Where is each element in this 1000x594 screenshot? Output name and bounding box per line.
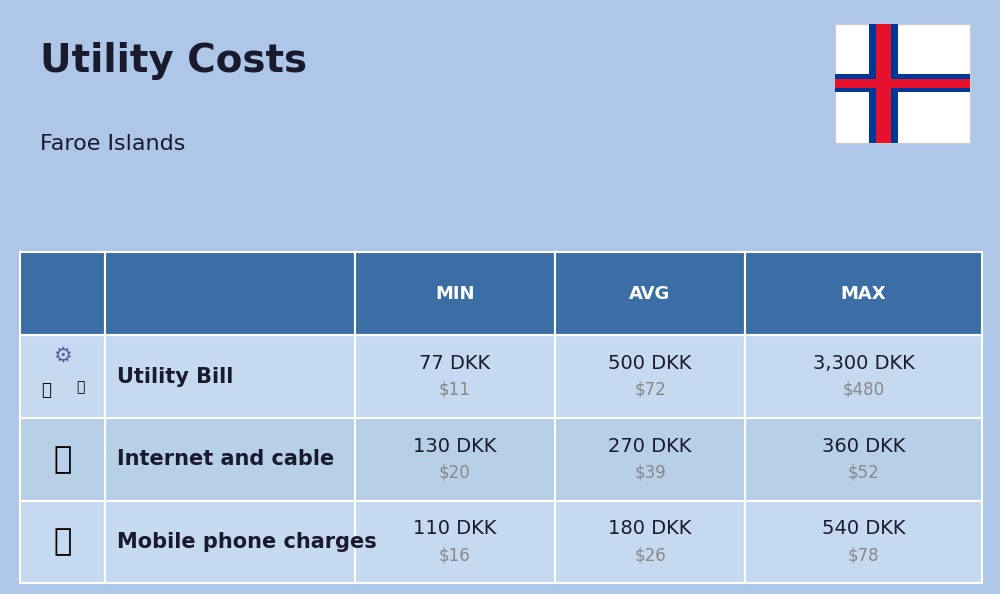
Bar (105, 418, 355, 501)
Bar (745, 252, 982, 335)
Text: 180 DKK: 180 DKK (608, 519, 692, 538)
Bar (20, 501, 105, 583)
Text: $72: $72 (634, 381, 666, 399)
Bar (355, 335, 555, 418)
Bar (835, 79, 970, 87)
Bar (876, 24, 891, 143)
Text: $78: $78 (848, 546, 879, 564)
Text: $52: $52 (848, 463, 879, 481)
Bar (835, 74, 970, 92)
Bar (745, 335, 982, 418)
Bar (105, 335, 355, 418)
Bar (745, 501, 982, 583)
Text: 130 DKK: 130 DKK (413, 437, 497, 456)
Text: $20: $20 (439, 463, 471, 481)
Text: 540 DKK: 540 DKK (822, 519, 905, 538)
Bar (835, 24, 970, 143)
Bar (20, 335, 105, 418)
Bar (105, 501, 355, 583)
Text: Utility Costs: Utility Costs (40, 42, 307, 80)
Bar (555, 335, 745, 418)
Bar (20, 252, 105, 335)
Bar (20, 418, 105, 501)
Bar (869, 24, 898, 143)
Bar (555, 501, 745, 583)
Bar (555, 252, 745, 335)
Bar (355, 252, 555, 335)
Text: 110 DKK: 110 DKK (413, 519, 497, 538)
Bar (105, 252, 355, 335)
Text: $16: $16 (439, 546, 471, 564)
Text: MAX: MAX (841, 285, 886, 303)
Text: $480: $480 (842, 381, 885, 399)
Text: 500 DKK: 500 DKK (608, 354, 692, 373)
Text: 77 DKK: 77 DKK (419, 354, 491, 373)
Text: Utility Bill: Utility Bill (117, 366, 233, 387)
Text: $39: $39 (634, 463, 666, 481)
Bar (555, 418, 745, 501)
Bar (745, 418, 982, 501)
Text: 🌐: 🌐 (53, 445, 72, 474)
Text: 🚿: 🚿 (76, 380, 85, 394)
Text: $11: $11 (439, 381, 471, 399)
Text: AVG: AVG (629, 285, 671, 303)
Text: 360 DKK: 360 DKK (822, 437, 905, 456)
Bar (355, 501, 555, 583)
Text: 📱: 📱 (53, 527, 72, 557)
Bar (355, 418, 555, 501)
Text: $26: $26 (634, 546, 666, 564)
Text: MIN: MIN (435, 285, 475, 303)
Text: Internet and cable: Internet and cable (117, 449, 334, 469)
Text: 270 DKK: 270 DKK (608, 437, 692, 456)
Text: Faroe Islands: Faroe Islands (40, 134, 185, 154)
Text: 🔌: 🔌 (42, 381, 52, 399)
Text: Mobile phone charges: Mobile phone charges (117, 532, 377, 552)
Text: 3,300 DKK: 3,300 DKK (813, 354, 914, 373)
Text: ⚙: ⚙ (53, 346, 72, 366)
